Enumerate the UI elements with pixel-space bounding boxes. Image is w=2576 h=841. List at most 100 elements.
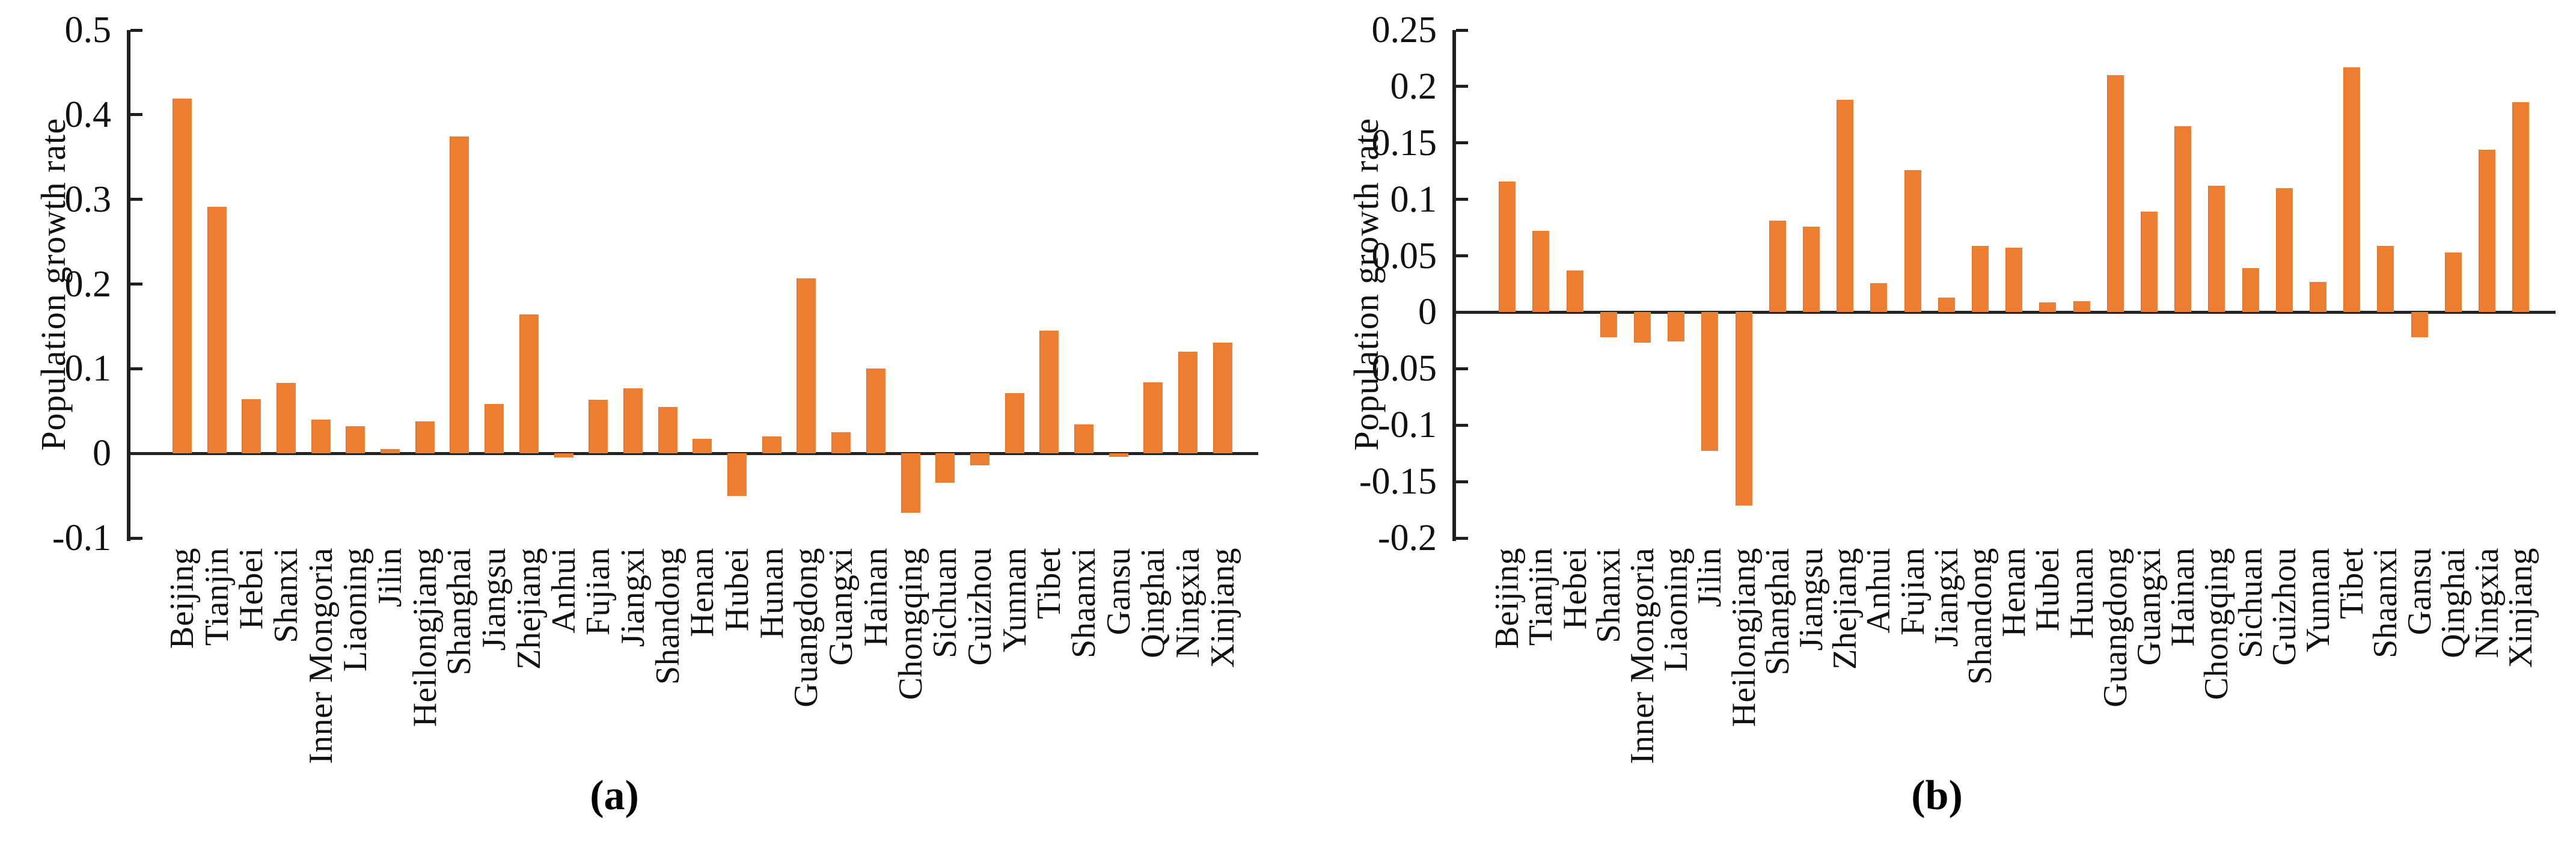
x-tick-label: Sichuan [2232,548,2269,658]
bar [1802,226,1820,313]
x-tick-label: Tibet [1030,548,1068,619]
x-tick-label: Inner Mongoria [302,548,340,765]
caption-a: (a) [590,772,639,819]
bar [658,406,678,454]
x-tick-label: Xinjiang [1204,548,1241,668]
y-tick-mark [1456,480,1468,483]
x-tick-label: Ningxia [2468,548,2506,658]
bar [1701,312,1719,451]
bar [1904,170,1921,313]
x-tick-label: Yunnan [996,548,1033,653]
bar [519,314,539,454]
x-tick-label: Jilin [1691,548,1729,607]
plot-area-a: 0.5 0.4 0.3 0.2 0.1 0 -0.1 Beijing Tianjin Hebei S… [52,10,1258,765]
x-tick-label: Shanghai [1758,548,1796,676]
y-tick-label: 0.5 [64,10,112,50]
bar [415,421,435,454]
y-tick-mark [130,536,142,540]
bar [1735,312,1752,506]
y-tick-mark [130,113,142,117]
bar [1938,298,1955,313]
x-tick-label: Guangxi [2130,548,2168,666]
y-tick-mark [1456,423,1468,427]
x-tick-label: Hebei [1556,548,1594,630]
bar [2005,248,2023,313]
bar [1837,100,1854,313]
bar [2309,281,2327,313]
y-tick-label: 0.1 [64,348,112,390]
x-tick-label: Hunan [2063,548,2100,639]
bar [172,99,192,454]
x-tick-label: Hunan [753,548,791,639]
y-tick-mark [130,198,142,201]
bar [485,404,504,454]
bar [2275,188,2293,313]
bar [2478,150,2495,313]
bar [1109,453,1128,457]
x-tick-label: Hebei [233,548,271,630]
y-tick-mark [1456,85,1468,88]
x-tick-label: Hainan [2164,548,2202,647]
bar [970,453,990,465]
x-tick-label: Anhui [545,548,583,634]
x-tick-label: Tianjin [1522,548,1560,646]
y-tick-label: -0.2 [1377,518,1437,558]
x-tick-label: Shanghai [441,548,479,676]
x-tick-label: Heilongjiang [1725,548,1763,727]
x-tick-label: Tibet [2333,548,2371,619]
bar [2411,312,2428,337]
x-tick-label: Yunnan [2299,548,2337,653]
x-tick-label: Henan [684,548,721,637]
y-axis-spine [1452,30,1456,541]
x-tick-label: Beijing [163,548,201,649]
x-tick-label: Hubei [718,548,756,632]
x-tick-label: Inner Mongoria [1623,548,1661,765]
x-tick-label: Hainan [857,548,895,647]
bar [1143,382,1163,454]
x-tick-label: Heilongjiang [406,548,444,727]
bar [242,399,262,454]
y-tick-label: -0.1 [1377,405,1437,446]
y-axis-spine [127,30,130,541]
x-tick-label: Guangxi [822,548,860,666]
x-tick-label: Fujian [1894,548,1932,636]
x-tick-label: Qinghai [1134,548,1172,658]
bar [381,449,400,454]
x-tick-label: Jilin [372,548,409,607]
bar [1566,270,1583,313]
bar [554,453,574,458]
x-tick-label: Liaoning [337,548,375,672]
bar [1633,312,1651,343]
x-tick-label: Gansu [2400,548,2438,635]
x-tick-label: Jiangsu [476,548,513,651]
bar [866,369,886,454]
y-tick-label: 0 [93,433,111,474]
chart-panel-a: Population growth rate 0.5 0.4 0.3 0.2 0.1 0-… [34,10,1258,819]
y-tick-label: 0.1 [1390,179,1437,220]
x-tick-label: Shandong [1961,548,1999,685]
plot-area-b: 0.25 0.2 0.15 0.1 0.05 0 -0.05 -0.1 -0.15 -0.2 Bei… [1288,0,2576,841]
x-tick-label: Qinghai [2434,548,2472,658]
x-tick-label: Zhejiang [510,548,548,670]
bar [276,383,296,454]
bar [727,453,747,496]
y-tick-label: 0.2 [1390,66,1437,107]
bar [1499,181,1516,313]
bar [797,278,816,454]
y-tick-label: 0.3 [64,179,112,220]
y-tick-mark [1456,28,1468,32]
x-tick-label: Shandong [649,548,687,685]
bar [2377,245,2394,313]
bar [1532,231,1550,313]
x-tick-label: Gansu [1100,548,1137,635]
x-tick-label: Shaanxi [1065,548,1103,658]
y-tick-label: -0.05 [1359,348,1437,390]
bar [1971,245,1989,313]
x-tick-label: Sichuan [926,548,964,658]
y-tick-label: 0 [1418,292,1437,333]
x-tick-label: Xinjiang [2502,548,2540,668]
bar [901,453,920,513]
bar [2242,268,2259,313]
y-tick-label: -0.15 [1359,461,1437,503]
bar [1600,312,1617,337]
